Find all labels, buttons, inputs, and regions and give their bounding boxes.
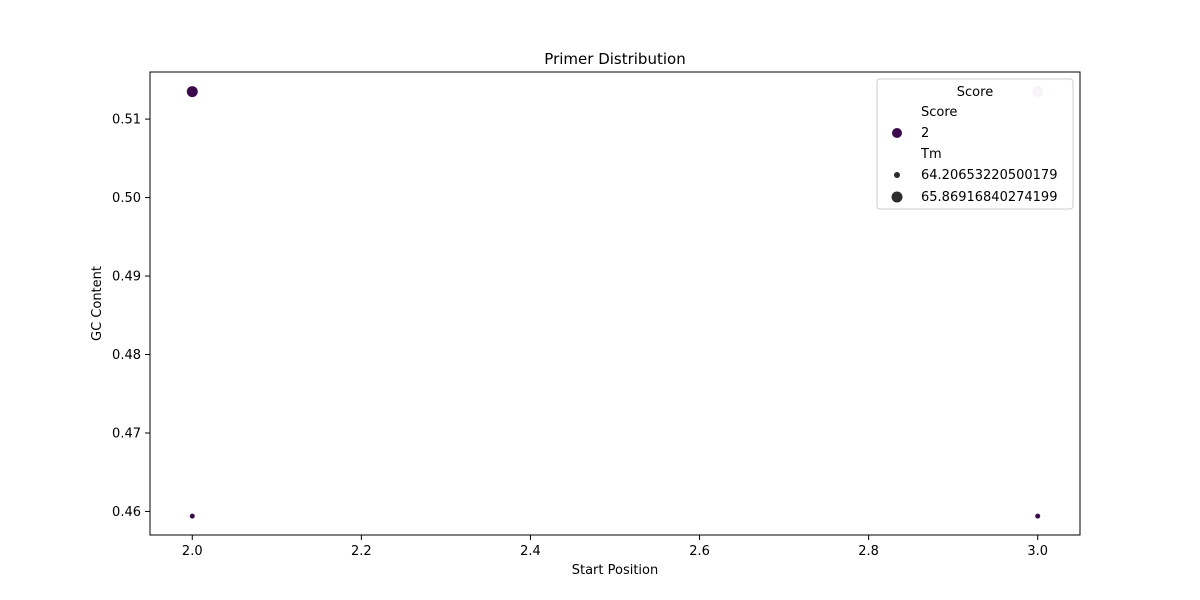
x-tick-label: 2.0 [182,544,203,559]
legend-label: 65.86916840274199 [921,190,1057,205]
y-tick-label: 0.47 [112,426,141,441]
legend-section-heading: Tm [920,147,942,162]
y-tick-label: 0.50 [112,191,141,206]
legend-label: 64.20653220500179 [921,168,1057,183]
x-tick-label: 3.0 [1027,544,1048,559]
legend-marker-score-2 [892,128,902,138]
y-axis: 0.46 0.47 0.48 0.49 0.50 0.51 [112,113,150,520]
legend: Score Score 2 Tm 64.20653220500179 65.86… [876,78,1074,210]
x-axis: 2.0 2.2 2.4 2.6 2.8 3.0 [182,535,1048,559]
legend-marker-tm-large [891,191,903,203]
y-tick-label: 0.49 [112,270,141,285]
x-tick-label: 2.4 [520,544,541,559]
x-axis-label: Start Position [572,563,659,578]
y-tick-label: 0.51 [112,113,141,128]
y-tick-label: 0.46 [112,505,141,520]
legend-title: Score [957,85,993,100]
legend-label: 2 [921,126,929,141]
x-tick-label: 2.2 [351,544,372,559]
plot-area [149,71,1081,536]
data-point [186,86,198,98]
legend-marker-tm-small [894,172,900,178]
data-point [189,513,195,519]
legend-box [876,78,1074,210]
data-point [1035,513,1041,519]
x-tick-label: 2.6 [689,544,710,559]
y-axis-label: GC Content [90,266,105,341]
x-tick-label: 2.8 [858,544,879,559]
legend-section-heading: Score [921,105,957,120]
chart-title: Primer Distribution [544,50,685,68]
y-tick-label: 0.48 [112,348,141,363]
